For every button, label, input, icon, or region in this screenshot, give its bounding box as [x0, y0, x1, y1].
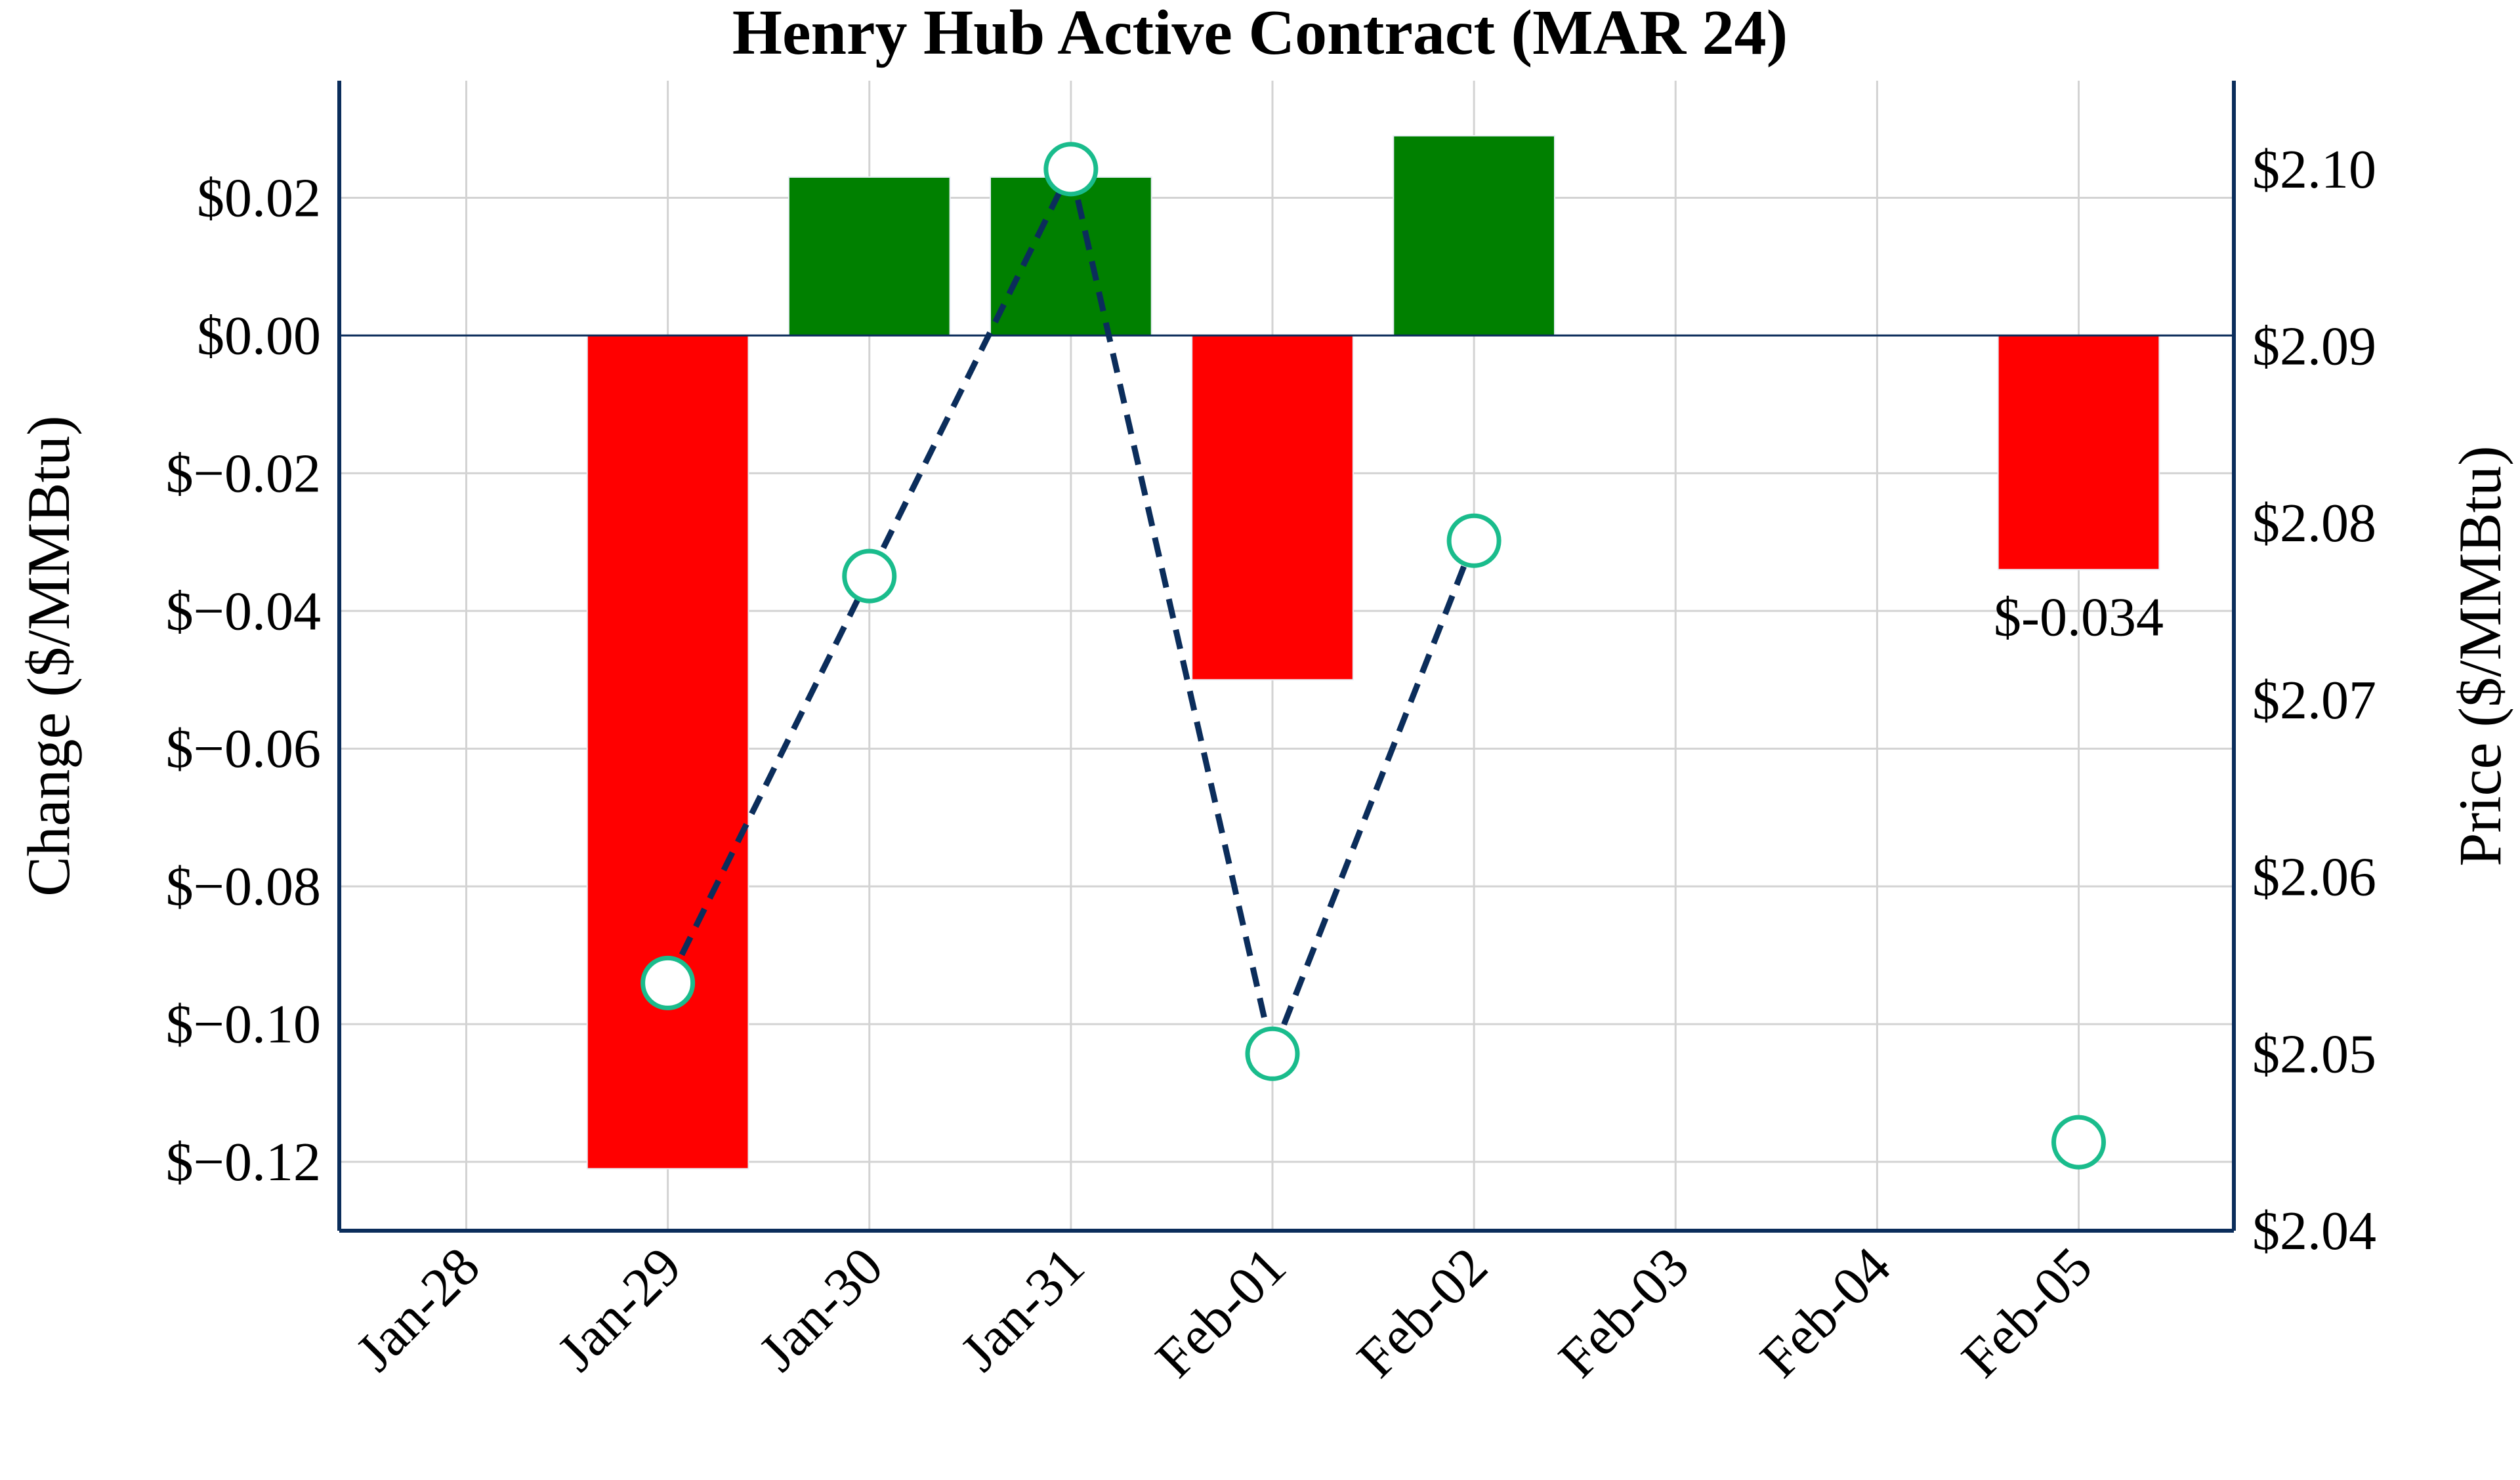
price-marker-Jan-30	[842, 548, 897, 604]
price-marker-Jan-29	[640, 955, 696, 1010]
y-tick-left: $−0.04	[166, 581, 321, 642]
y-tick-right: $2.04	[2252, 1201, 2376, 1262]
y-tick-left: $−0.12	[166, 1132, 321, 1193]
y-axis-label-right: Price ($/MMBtu)	[2446, 445, 2513, 866]
bar-Jan-30	[788, 176, 951, 337]
y-tick-left: $−0.10	[166, 994, 321, 1055]
bar-Jan-29	[586, 335, 749, 1170]
price-line-segment	[866, 167, 1074, 578]
bar-Feb-01	[1191, 335, 1354, 681]
chart-title: Henry Hub Active Contract (MAR 24)	[732, 0, 1788, 68]
bar-Jan-31	[990, 176, 1152, 337]
price-marker-Feb-02	[1446, 513, 1502, 568]
y-tick-left: $−0.08	[166, 856, 321, 917]
bar-Feb-05	[1997, 335, 2160, 571]
price-marker-Feb-05	[2051, 1115, 2107, 1170]
y-axis-label-left: Change ($/MMBtu)	[15, 415, 82, 896]
y-tick-left: $−0.06	[166, 718, 321, 779]
price-line	[640, 142, 2107, 1170]
y-tick-left: $0.00	[197, 305, 321, 366]
price-marker-Feb-01	[1245, 1026, 1300, 1081]
y-tick-left: $0.02	[197, 167, 321, 228]
x-tick-Jan-31: Jan-31	[949, 1236, 1096, 1383]
x-tick-Feb-03: Feb-03	[1547, 1236, 1701, 1389]
x-tick-Jan-30: Jan-30	[747, 1236, 894, 1383]
y-tick-right: $2.06	[2252, 847, 2376, 908]
y-tick-left: $−0.02	[166, 443, 321, 504]
price-marker-Jan-31	[1043, 142, 1099, 197]
price-line-segment	[1269, 539, 1477, 1055]
data-label: $-0.034	[1994, 586, 2164, 648]
y-tick-right: $2.09	[2252, 316, 2376, 377]
x-tick-Jan-29: Jan-29	[546, 1236, 693, 1383]
y-tick-right: $2.07	[2252, 670, 2376, 731]
bar-Feb-02	[1393, 134, 1555, 337]
price-line-segment	[665, 575, 872, 985]
x-tick-Feb-01: Feb-01	[1144, 1236, 1297, 1389]
x-tick-Feb-05: Feb-05	[1950, 1236, 2104, 1389]
x-tick-Feb-02: Feb-02	[1346, 1236, 1500, 1389]
tick-labels: $0.02 $0.00 $−0.02 $−0.04 $−0.06 $−0.08 $−0.10…	[166, 139, 2376, 1389]
bars	[586, 134, 2160, 1170]
x-tick-Feb-04: Feb-04	[1749, 1236, 1902, 1389]
y-tick-right: $2.05	[2252, 1023, 2376, 1084]
y-tick-right: $2.10	[2252, 139, 2376, 200]
axes	[337, 81, 2236, 1233]
price-line-segment	[1068, 168, 1276, 1055]
annotations: $-0.034	[1994, 586, 2164, 648]
x-tick-Jan-28: Jan-28	[345, 1236, 492, 1383]
y-tick-right: $2.08	[2252, 493, 2376, 554]
